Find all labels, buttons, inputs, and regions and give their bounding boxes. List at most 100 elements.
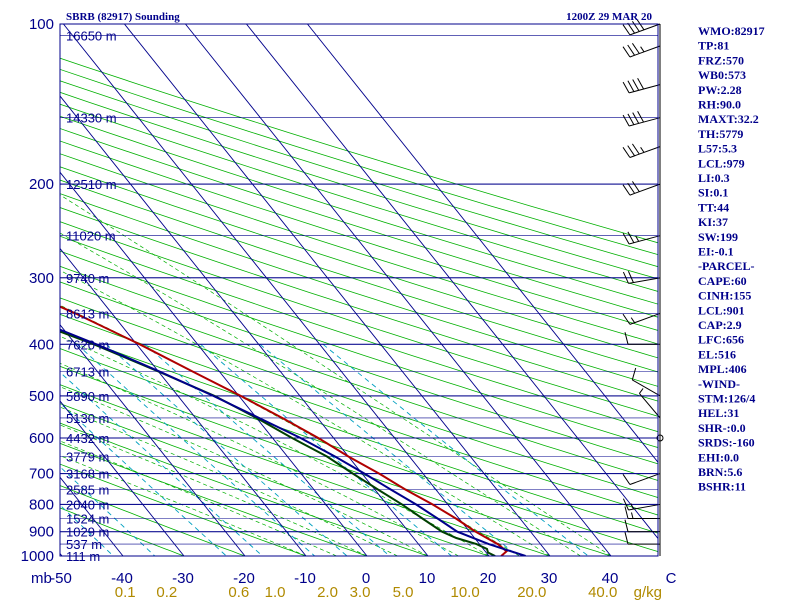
mixing-ratio-label: 2.0 — [317, 584, 338, 600]
chart-timestamp: 1200Z 29 MAR 20 — [566, 11, 652, 23]
barb-staff — [628, 503, 661, 511]
dry-adiabat — [60, 330, 658, 534]
mixing-ratio-line — [60, 402, 228, 556]
temperature-profile — [60, 305, 509, 556]
barb-flag — [627, 182, 636, 194]
barb-staff — [628, 235, 661, 245]
index-entry: SRDS:-160 — [698, 436, 755, 450]
height-label: 3779 m — [66, 450, 109, 465]
temperature-tick-label: 10 — [419, 570, 436, 587]
barb-flag — [631, 43, 640, 54]
barb-staff — [628, 277, 661, 284]
barb-staff — [639, 393, 661, 419]
index-entry: BSHR:11 — [698, 480, 746, 494]
index-entry: BRN:5.6 — [698, 465, 742, 479]
temperature-tick-label: 30 — [541, 570, 558, 587]
isotherm-line — [60, 400, 185, 556]
wind-barb — [622, 270, 661, 284]
height-label: 1524 m — [66, 512, 109, 527]
axis-labels: 0.1 0.2 0.6 1.0 2.0 3.0 5.0 10.0 20.0 40.01002003… — [21, 16, 677, 600]
barb-flag — [622, 184, 631, 196]
barb-staff — [629, 146, 661, 158]
barb-flag — [632, 79, 640, 91]
barb-flag — [637, 111, 645, 123]
pressure-tick-label: 700 — [29, 466, 54, 483]
pressure-unit-label: mb — [31, 570, 52, 587]
pressure-tick-label: 900 — [29, 524, 54, 541]
index-entry: KI:37 — [698, 215, 728, 229]
barb-flag — [624, 506, 629, 519]
dry-adiabat — [60, 365, 613, 556]
index-entry: MAXT:32.2 — [698, 112, 759, 126]
height-label: 8613 m — [66, 306, 109, 321]
index-entry: LI:0.3 — [698, 171, 730, 185]
dry-adiabat — [60, 442, 369, 556]
temperature-tick-label: -50 — [50, 570, 72, 587]
index-entry: WMO:82917 — [698, 24, 765, 38]
index-entry: LCL:979 — [698, 156, 745, 170]
temperature-tick-label: -10 — [294, 570, 316, 587]
dry-adiabat — [60, 193, 658, 387]
dry-adiabat — [60, 68, 658, 256]
index-entry: RH:90.0 — [698, 98, 741, 112]
index-entry: EL:516 — [698, 347, 736, 361]
mixing-ratio-label: 0.2 — [156, 584, 177, 600]
barb-staff — [629, 23, 661, 36]
moist-adiabat — [60, 424, 368, 556]
plot-frame — [59, 23, 659, 557]
index-entry: CAPE:60 — [698, 274, 747, 288]
barb-half-flag — [630, 317, 636, 323]
index-entry: TH:5779 — [698, 127, 743, 141]
index-entry: PW:2.28 — [698, 83, 742, 97]
index-entry: L57:5.3 — [698, 142, 737, 156]
barb-flag — [632, 112, 640, 124]
barb-half-flag — [638, 388, 644, 394]
dry-adiabat — [60, 80, 658, 268]
index-entry: STM:126/4 — [698, 392, 755, 406]
barb-staff — [629, 473, 661, 485]
barb-staff — [632, 379, 661, 397]
wind-barb — [622, 312, 661, 325]
mixing-unit-label: g/kg — [634, 584, 662, 600]
wind-barb — [622, 111, 661, 127]
isotherm-line — [185, 24, 612, 556]
index-entry: -PARCEL- — [698, 259, 754, 273]
wind-barb — [622, 43, 661, 58]
barb-flag — [622, 498, 629, 511]
dry-adiabat — [60, 91, 658, 280]
barb-staff — [629, 183, 661, 196]
barb-half-flag — [640, 46, 645, 53]
height-label: 2040 m — [66, 497, 109, 512]
barb-flag — [627, 22, 636, 34]
dry-adiabat — [60, 166, 658, 359]
index-entry: EI:-0.1 — [698, 245, 734, 259]
barb-flag — [622, 24, 631, 36]
isotherm-grid — [60, 24, 658, 556]
barb-staff — [628, 117, 661, 127]
barb-flag — [622, 147, 631, 158]
index-entry: LFC:656 — [698, 333, 744, 347]
dry-adiabat — [60, 507, 186, 556]
index-entry: -WIND- — [698, 377, 740, 391]
sounding-profiles — [60, 305, 526, 556]
index-entry: FRZ:570 — [698, 53, 744, 67]
index-entry: EHI:0.0 — [698, 450, 739, 464]
dry-adiabat — [60, 313, 658, 516]
height-label: 14330 m — [66, 111, 117, 126]
dry-adiabat — [60, 485, 247, 556]
dry-adiabat — [60, 281, 658, 481]
height-label: 16650 m — [66, 28, 117, 43]
isotherm-line — [60, 247, 307, 556]
barb-flag — [622, 271, 629, 284]
mixing-ratio-label: 0.1 — [115, 584, 136, 600]
barb-flag — [622, 46, 631, 58]
dry-adiabat — [60, 250, 658, 448]
wind-barb — [622, 77, 661, 94]
dry-adiabat — [60, 153, 658, 345]
barb-half-flag — [631, 512, 634, 519]
mixing-ratio-label: 3.0 — [350, 584, 371, 600]
isotherm-line — [60, 95, 429, 556]
dry-adiabat — [60, 384, 552, 556]
